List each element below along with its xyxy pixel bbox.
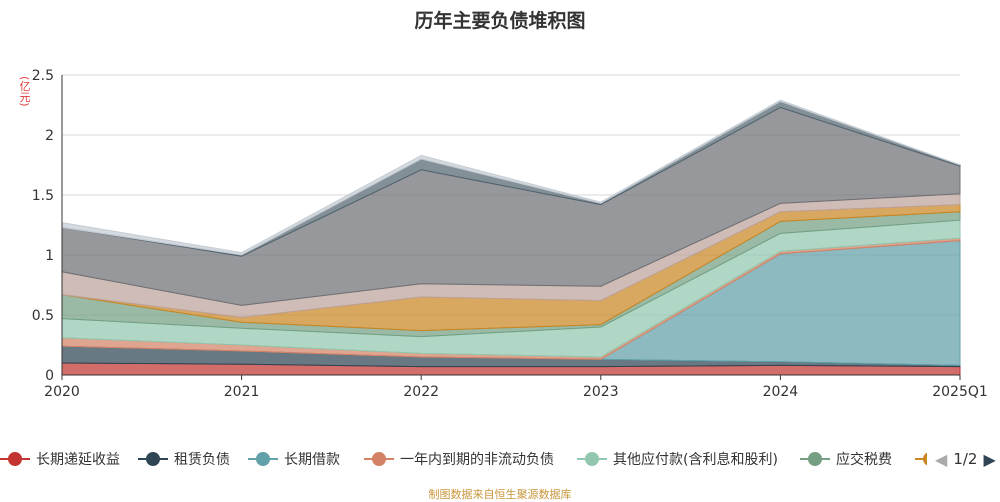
y-tick-label: 0 xyxy=(45,368,54,384)
y-tick-label: 1.5 xyxy=(32,188,54,204)
legend-marker-icon xyxy=(577,448,607,470)
area-series xyxy=(61,99,961,256)
legend-marker-icon xyxy=(0,448,30,470)
legend-item[interactable]: 长期借款 xyxy=(248,448,340,470)
legend-label: 长期借款 xyxy=(284,452,340,468)
legend-next-page-icon[interactable]: ▶ xyxy=(983,449,996,469)
x-tick-label: 2022 xyxy=(403,384,439,400)
legend-item[interactable]: 一年内到期的非流动负债 xyxy=(364,448,554,470)
legend-pager: ◀ 1/2 ▶ xyxy=(935,448,996,470)
axes: 0 0.5 1 1.5 2 2.5 2020 2021 2022 2023 2024 2025Q1 xyxy=(32,68,988,400)
chart-title: 历年主要负债堆积图 xyxy=(414,10,586,32)
legend-marker-icon xyxy=(248,448,278,470)
legend-label: 长期递延收益 xyxy=(36,452,120,468)
legend-label: 一年内到期的非流动负债 xyxy=(400,452,554,468)
y-axis-unit-label: (亿元) xyxy=(18,76,31,107)
data-source-note: 制图数据来自恒生聚源数据库 xyxy=(428,488,572,501)
legend-marker-icon xyxy=(915,448,927,470)
legend-marker-icon xyxy=(364,448,394,470)
y-tick-label: 2 xyxy=(45,128,54,144)
legend-marker-icon xyxy=(800,448,830,470)
legend: 长期递延收益 租赁负债 长期借款 一年内到期的非流动负债 其他应付款(含利息和股利) 应交… xyxy=(0,448,1000,470)
legend-label: 应交税费 xyxy=(836,452,892,468)
legend-prev-page-icon[interactable]: ◀ xyxy=(935,449,948,469)
x-tick-label: 2023 xyxy=(583,384,619,400)
legend-item[interactable]: 其他应付款(含利息和股利) xyxy=(577,448,778,470)
area-chart: 0 0.5 1 1.5 2 2.5 2020 2021 2022 2023 2024 2025Q1 xyxy=(32,68,988,400)
y-tick-label: 0.5 xyxy=(32,308,54,324)
x-tick-label: 2021 xyxy=(224,384,260,400)
legend-item[interactable]: 租赁负债 xyxy=(138,448,230,470)
y-tick-label: 2.5 xyxy=(32,68,54,84)
stacked-areas xyxy=(61,99,961,376)
legend-item-clipped xyxy=(915,448,927,470)
legend-item[interactable]: 应交税费 xyxy=(800,448,892,470)
y-tick-label: 1 xyxy=(45,248,54,264)
x-tick-label: 2020 xyxy=(44,384,80,400)
legend-label: 其他应付款(含利息和股利) xyxy=(613,452,778,468)
x-tick-label: 2025Q1 xyxy=(932,384,988,400)
x-tick-label: 2024 xyxy=(763,384,799,400)
legend-page-indicator: 1/2 xyxy=(953,450,978,468)
legend-item[interactable]: 长期递延收益 xyxy=(0,448,120,470)
legend-label: 租赁负债 xyxy=(174,452,230,468)
legend-marker-icon xyxy=(138,448,168,470)
